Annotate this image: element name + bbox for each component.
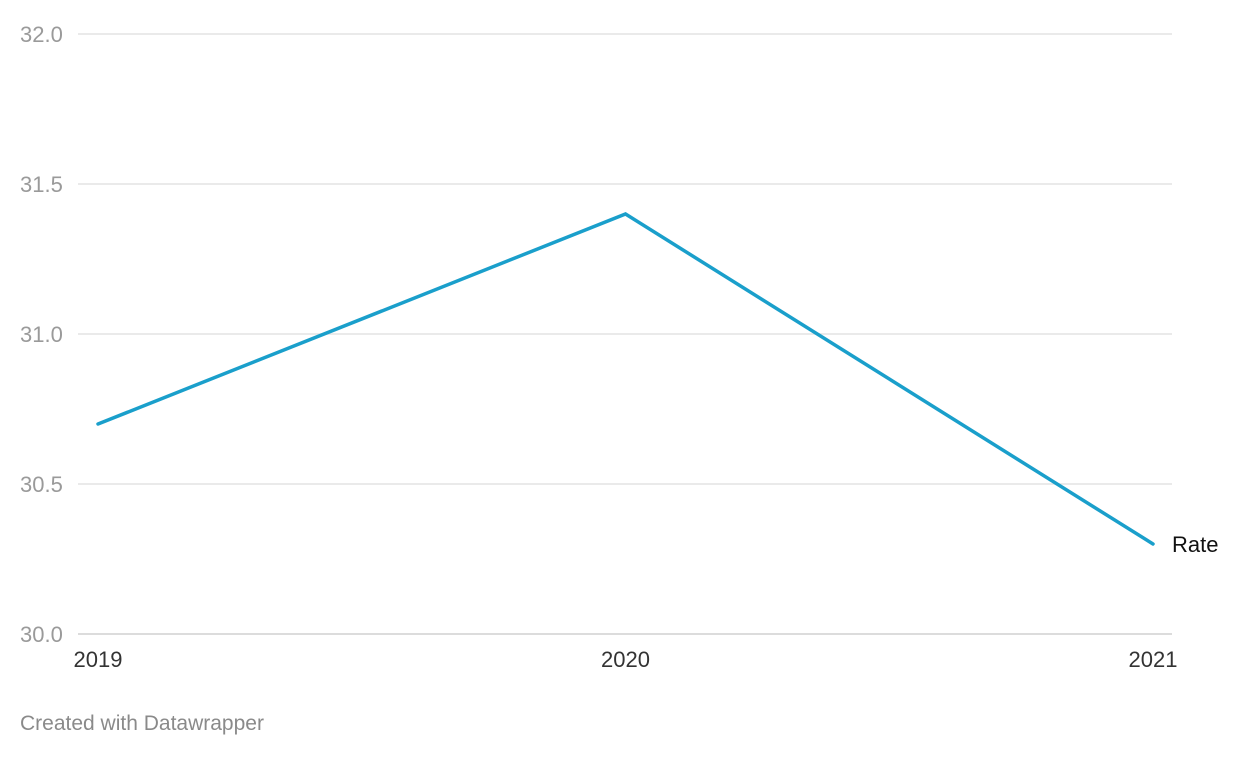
x-axis-ticks: 2019 2020 2021	[74, 647, 1178, 672]
line-chart: 30.0 30.5 31.0 31.5 32.0 2019 2020 2021 Rate	[20, 22, 1218, 672]
y-axis-ticks: 30.0 30.5 31.0 31.5 32.0	[20, 22, 63, 647]
datawrapper-credit: Created with Datawrapper	[20, 712, 264, 735]
y-tick-label: 31.5	[20, 172, 63, 197]
series-line-rate	[96, 212, 1155, 546]
x-tick-label: 2019	[74, 647, 123, 672]
y-tick-label: 31.0	[20, 322, 63, 347]
series-end-label: Rate	[1172, 532, 1218, 557]
y-tick-label: 30.5	[20, 472, 63, 497]
y-tick-label: 32.0	[20, 22, 63, 47]
y-gridlines	[78, 33, 1172, 635]
x-tick-label: 2021	[1129, 647, 1178, 672]
x-tick-label: 2020	[601, 647, 650, 672]
series-layer: Rate	[96, 212, 1218, 557]
y-tick-label: 30.0	[20, 622, 63, 647]
